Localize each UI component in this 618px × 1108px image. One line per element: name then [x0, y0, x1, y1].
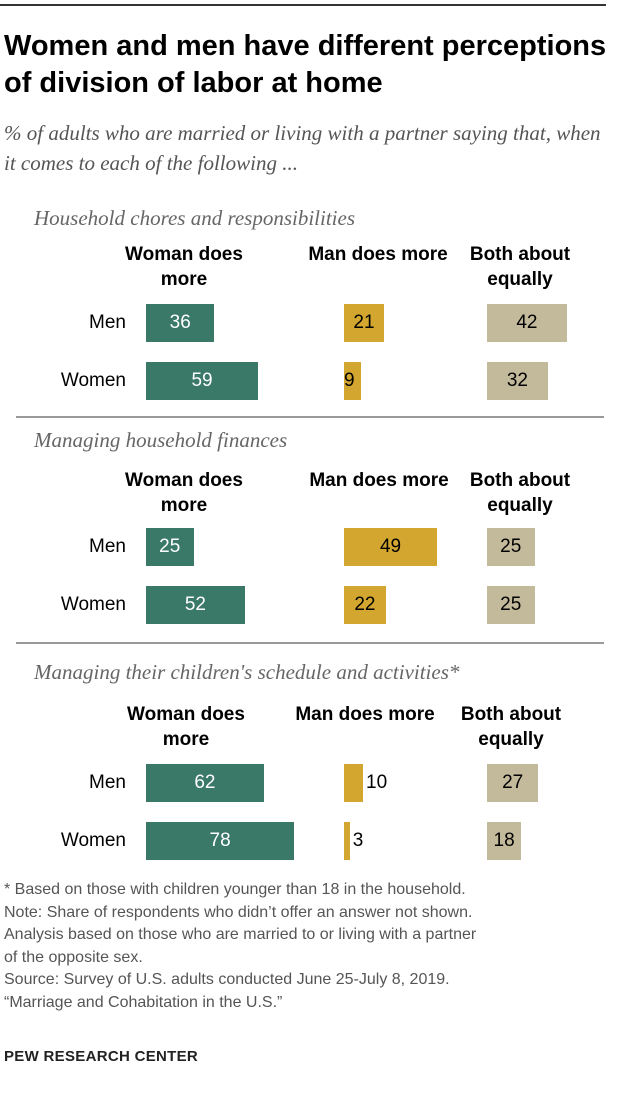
- data-label: 22: [354, 594, 376, 615]
- bar: [146, 822, 295, 860]
- panel-title: Managing household finances: [34, 428, 288, 452]
- column-header: Woman does more: [125, 244, 243, 290]
- bar: [344, 304, 384, 342]
- column-header: Woman does more: [125, 470, 243, 516]
- note-line: Note: Share of respondents who didn’t of…: [4, 903, 473, 921]
- data-label: 9: [344, 370, 355, 391]
- bar: [344, 362, 362, 400]
- row-label: Men: [89, 772, 126, 793]
- bar: [146, 586, 245, 624]
- data-label: 25: [500, 536, 522, 557]
- data-label: 59: [191, 370, 213, 391]
- bar: [487, 362, 548, 400]
- bar: [344, 764, 363, 802]
- data-label: 62: [194, 772, 216, 793]
- bar: [487, 822, 522, 860]
- data-label: 52: [184, 594, 206, 615]
- bar: [487, 304, 567, 342]
- data-label: 25: [500, 594, 522, 615]
- row-label: Women: [60, 594, 126, 615]
- data-label: 36: [169, 312, 191, 333]
- data-label: 21: [353, 312, 375, 333]
- data-label: 25: [159, 536, 181, 557]
- bar: [487, 586, 535, 624]
- note-line: “Marriage and Cohabitation in the U.S.”: [4, 993, 283, 1011]
- chart-subtitle: % of adults who are married or living wi…: [4, 121, 601, 175]
- panel-divider: [16, 642, 604, 644]
- pew-logo: PEW RESEARCH CENTER: [4, 1048, 199, 1065]
- chart-title: Women and men have different perceptions…: [4, 30, 607, 99]
- row-label: Women: [60, 830, 126, 851]
- column-header: Both about equally: [469, 470, 571, 516]
- data-label: 78: [209, 830, 231, 851]
- data-label: 42: [516, 312, 538, 333]
- row-label: Men: [89, 536, 126, 557]
- bar: [344, 822, 350, 860]
- data-label: 10: [366, 772, 388, 793]
- chart-notes: * Based on those with children younger t…: [4, 879, 614, 1014]
- data-label: 32: [506, 370, 528, 391]
- data-label: 49: [379, 536, 402, 557]
- bar: [344, 586, 386, 624]
- bar: [146, 304, 215, 342]
- panel-title: Managing their children's schedule and a…: [34, 660, 460, 684]
- note-line: Source: Survey of U.S. adults conducted …: [4, 971, 450, 988]
- column-header: Man does more: [295, 704, 435, 725]
- column-header: Man does more: [308, 244, 448, 265]
- row-label: Men: [89, 312, 126, 333]
- data-label: 27: [502, 772, 524, 793]
- column-header: Woman does more: [127, 704, 245, 750]
- panel-title: Household chores and responsibilities: [34, 206, 356, 230]
- data-label: 18: [493, 830, 515, 851]
- note-line: * Based on those with children younger t…: [4, 881, 466, 898]
- column-header: Man does more: [309, 470, 449, 491]
- column-header: Both about equally: [469, 244, 571, 290]
- column-header: Both about equally: [460, 704, 562, 750]
- bar: [487, 764, 539, 802]
- bar: [146, 764, 264, 802]
- bar: [146, 362, 259, 400]
- bar: [146, 528, 194, 566]
- bar: [344, 528, 438, 566]
- note-line: of the opposite sex.: [4, 948, 143, 966]
- bar: [487, 528, 535, 566]
- data-label: 3: [352, 830, 364, 851]
- top-rule: [0, 4, 606, 6]
- row-label: Women: [60, 370, 126, 391]
- note-line: Analysis based on those who are married …: [4, 926, 477, 943]
- panel-divider: [16, 416, 604, 418]
